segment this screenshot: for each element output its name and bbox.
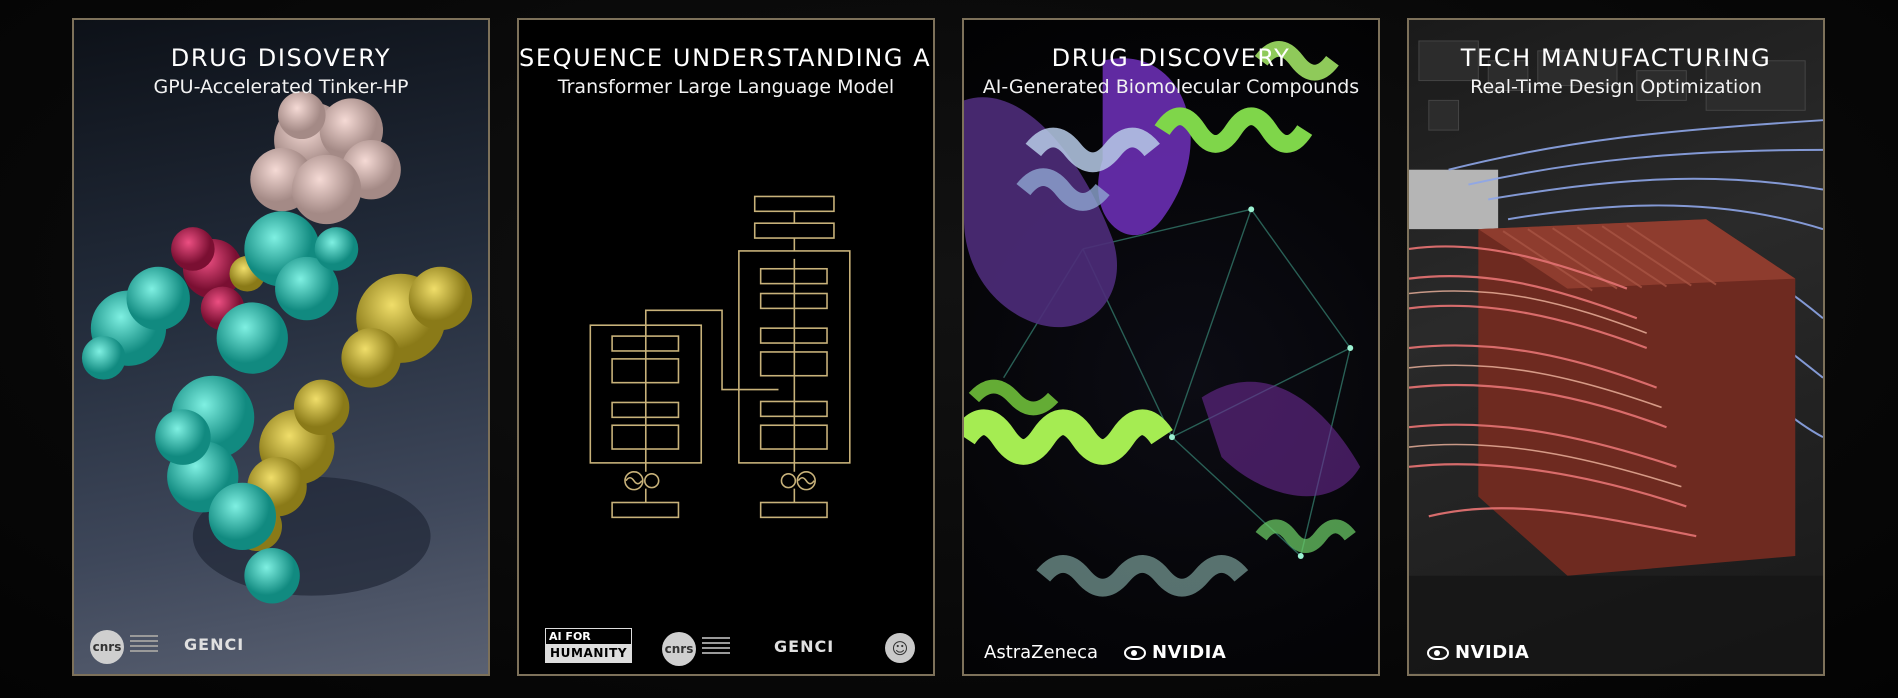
ai-for-humanity-logo: AI FOR HUMANITY (545, 628, 632, 663)
hugging-face-icon: ☺ (885, 633, 915, 663)
panel-title: TECH MANUFACTURING (1409, 44, 1823, 72)
panel-title: DRUG DISCOVERY (964, 44, 1378, 72)
panel-drug-discovery: DRUG DISCOVERY AI-Generated Biomolecular… (962, 18, 1380, 676)
nvidia-logo: NVIDIA (1427, 642, 1529, 663)
nvidia-logo: NVIDIA (1124, 642, 1226, 663)
nvidia-eye-icon (1427, 646, 1449, 660)
panel-sequence-understanding-ai: SEQUENCE UNDERSTANDING AI Transformer La… (517, 18, 935, 676)
panel-title: DRUG DISOVERY (74, 44, 488, 72)
protein-molecule-illustration (74, 20, 488, 674)
panel-subtitle: AI-Generated Biomolecular Compounds (964, 76, 1378, 98)
nvidia-eye-icon (1124, 646, 1146, 660)
cnrs-logo: cnrs (662, 632, 696, 666)
panel-subtitle: Real-Time Design Optimization (1409, 76, 1823, 98)
panel-tech-manufacturing: TECH MANUFACTURING Real-Time Design Opti… (1407, 18, 1825, 676)
genci-logo: GENCI (774, 637, 834, 656)
genci-logo: GENCI (184, 635, 244, 654)
panel-drug-disovery: DRUG DISOVERY GPU-Accelerated Tinker-HP … (72, 18, 490, 676)
biomolecule-illustration (964, 20, 1378, 674)
astrazeneca-logo: AstraZeneca (984, 642, 1098, 663)
panel-subtitle: GPU-Accelerated Tinker-HP (74, 76, 488, 98)
transformer-diagram (519, 20, 933, 674)
chip-cooling-illustration (1409, 20, 1823, 674)
panel-subtitle: Transformer Large Language Model (519, 76, 933, 98)
cnrs-logo: cnrs (90, 630, 124, 664)
panel-title: SEQUENCE UNDERSTANDING AI (519, 44, 933, 72)
